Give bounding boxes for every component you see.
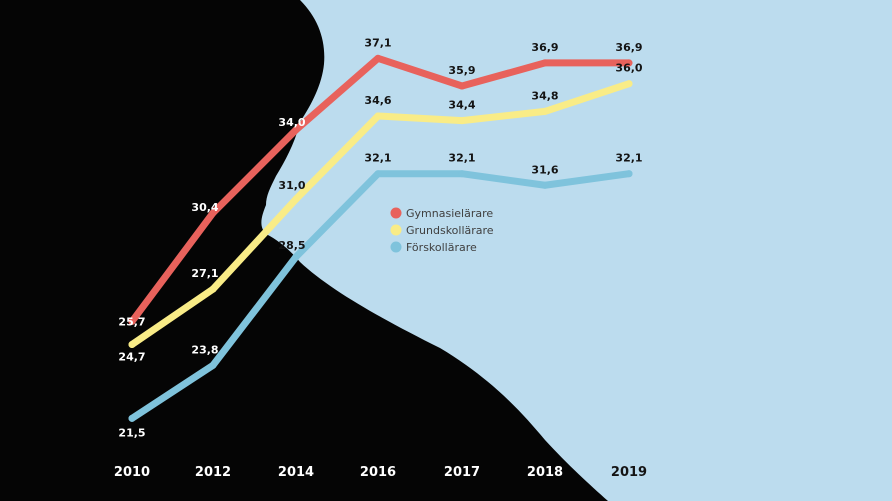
data-point — [374, 54, 382, 62]
x-tick-label: 2019 — [611, 465, 647, 480]
data-label: 37,1 — [364, 36, 391, 49]
data-label: 31,6 — [531, 163, 558, 176]
x-tick-label: 2017 — [444, 465, 480, 480]
data-point — [458, 170, 466, 178]
data-label: 27,1 — [191, 267, 218, 280]
data-point — [292, 253, 300, 261]
data-point — [541, 59, 549, 67]
data-point — [374, 170, 382, 178]
data-label: 30,4 — [191, 201, 218, 214]
data-label: 32,1 — [615, 152, 642, 165]
data-point — [625, 59, 633, 67]
data-point — [209, 361, 217, 369]
data-point — [128, 341, 136, 349]
data-point — [292, 126, 300, 134]
data-label: 23,8 — [191, 343, 218, 356]
data-label: 21,5 — [118, 426, 145, 439]
data-label: 34,4 — [448, 99, 475, 112]
data-label: 36,9 — [615, 41, 642, 54]
data-point — [541, 181, 549, 189]
legend-swatch — [390, 207, 402, 219]
data-point — [374, 112, 382, 120]
data-point — [128, 317, 136, 325]
data-label: 28,5 — [278, 239, 305, 252]
legend: Gymnasielärare Grundskollärare Förskollära… — [390, 207, 494, 254]
legend-swatch — [390, 224, 402, 236]
data-point — [458, 82, 466, 90]
data-point — [128, 414, 136, 422]
data-label: 35,9 — [448, 64, 475, 77]
data-point — [292, 195, 300, 203]
legend-label: Gymnasielärare — [406, 207, 493, 220]
data-point — [625, 170, 633, 178]
data-point — [209, 285, 217, 293]
legend-swatch — [390, 241, 402, 253]
data-label: 25,7 — [118, 315, 145, 328]
x-tick-label: 2016 — [360, 465, 396, 480]
data-label: 34,8 — [531, 89, 558, 102]
x-tick-label: 2018 — [527, 465, 563, 480]
data-label: 32,1 — [448, 152, 475, 165]
x-tick-label: 2012 — [195, 465, 231, 480]
silhouette-image — [0, 0, 608, 501]
x-tick-label: 2010 — [114, 465, 150, 480]
legend-label: Förskollärare — [406, 241, 477, 254]
data-point — [541, 107, 549, 115]
legend-label: Grundskollärare — [406, 224, 494, 237]
data-point — [458, 117, 466, 125]
data-label: 34,6 — [364, 94, 391, 107]
x-tick-label: 2014 — [278, 465, 314, 480]
data-label: 31,0 — [278, 179, 305, 192]
data-point — [209, 209, 217, 217]
data-label: 34,0 — [278, 116, 305, 129]
data-label: 32,1 — [364, 152, 391, 165]
data-label: 36,0 — [615, 62, 642, 75]
data-label: 24,7 — [118, 351, 145, 364]
data-label: 36,9 — [531, 41, 558, 54]
data-point — [625, 80, 633, 88]
